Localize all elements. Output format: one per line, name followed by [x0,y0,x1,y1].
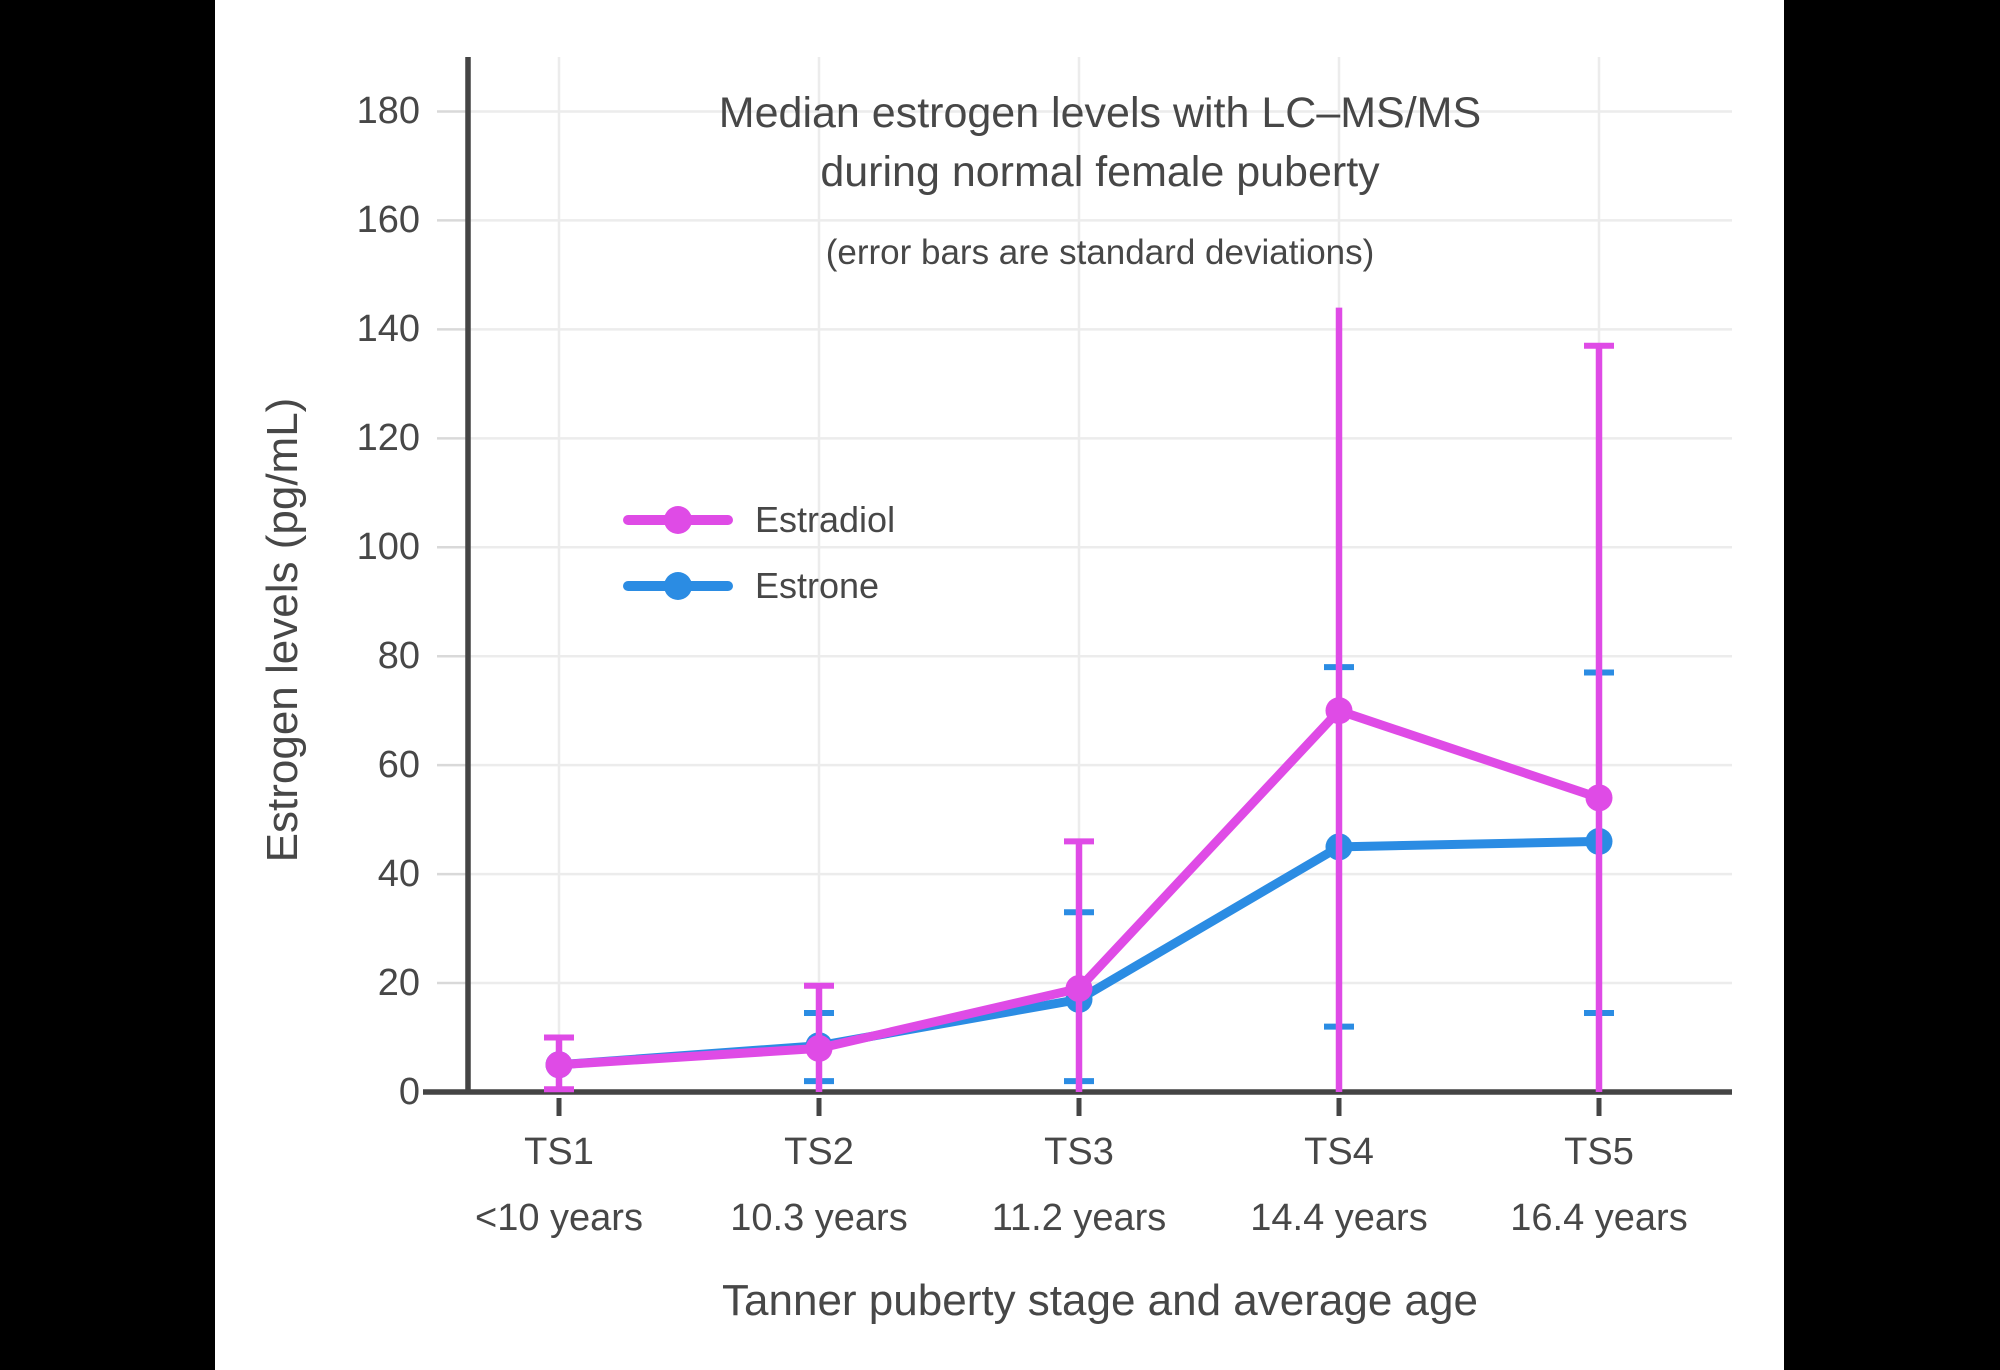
y-tick-label-60: 60 [377,744,420,787]
x-tick-age-ts2: 10.3 years [730,1197,908,1239]
y-tick-label-120: 120 [356,417,420,460]
legend-label: Estradiol [755,499,896,540]
legend: Estradiol Estrone [623,492,895,624]
chart-title-line1: Median estrogen levels with LC–MS/MS [718,89,1482,137]
x-tick-stage-ts2: TS2 [784,1131,854,1173]
x-tick-age-ts5: 16.4 years [1510,1197,1688,1239]
x-tick-stage-ts3: TS3 [1044,1131,1114,1173]
estradiol-point-ts1[interactable] [545,1051,573,1079]
x-tick-stage-ts4: TS4 [1304,1131,1374,1173]
estradiol-point-ts2[interactable] [805,1034,833,1062]
x-tick-age-ts1: <10 years [475,1197,643,1239]
x-tick-age-ts4: 14.4 years [1250,1197,1428,1239]
x-tick-stage-ts1: TS1 [524,1131,594,1173]
y-tick-label-140: 140 [356,308,420,351]
x-tick-stage-ts5: TS5 [1564,1131,1634,1173]
estrone-legend-swatch [623,572,733,600]
y-tick-label-80: 80 [377,635,420,678]
y-tick-label-180: 180 [356,90,420,133]
legend-marker-dot [664,506,692,534]
legend-label: Estrone [755,565,880,606]
legend-marker-dot [664,572,692,600]
chart-title: Median estrogen levels with LC–MS/MS dur… [468,84,1732,202]
estradiol-legend-swatch [623,506,733,534]
chart-canvas[interactable] [215,0,1784,1370]
estradiol-point-ts4[interactable] [1325,697,1353,725]
legend-item-estrone[interactable]: Estrone [623,558,895,614]
chart-panel: Median estrogen levels with LC–MS/MS dur… [215,0,1784,1370]
y-tick-label-100: 100 [356,526,420,569]
legend-item-estradiol[interactable]: Estradiol [623,492,895,548]
estradiol-point-ts3[interactable] [1065,975,1093,1002]
y-tick-label-40: 40 [377,853,420,896]
x-tick-age-ts3: 11.2 years [991,1197,1167,1239]
y-axis-title: Estrogen levels (pg/mL) [258,397,307,863]
estradiol-point-ts5[interactable] [1585,784,1613,812]
chart-subtitle: (error bars are standard deviations) [825,233,1375,272]
y-tick-label-20: 20 [377,962,420,1005]
chart-title-line2: during normal female puberty [820,148,1380,196]
y-tick-label-160: 160 [356,199,420,242]
y-tick-label-0: 0 [398,1071,420,1113]
x-axis-title: Tanner puberty stage and average age [722,1276,1478,1325]
